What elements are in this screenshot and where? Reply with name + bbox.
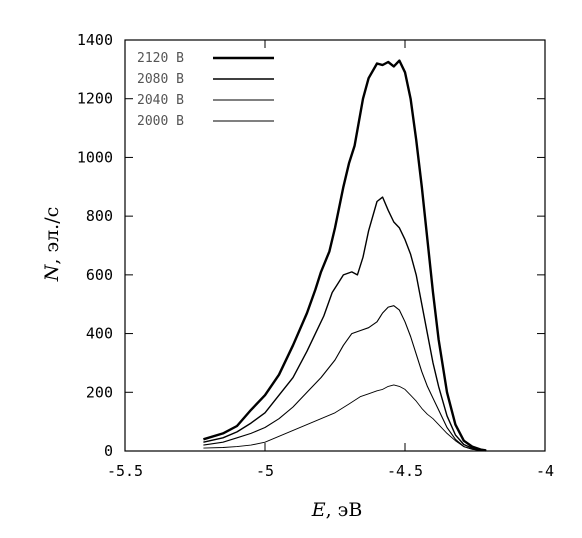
y-tick-label: 400 <box>86 325 113 343</box>
axis-ticks <box>124 39 546 452</box>
legend: 2120 В 2080 В 2040 В 2000 В <box>137 51 274 129</box>
legend-label: 2120 В <box>137 51 184 66</box>
legend-label: 2000 В <box>137 114 184 129</box>
y-axis-variable: N <box>41 263 63 282</box>
y-axis-title: N, эл./с <box>41 207 63 283</box>
y-tick-label: 600 <box>86 266 113 284</box>
x-tick-label: -4 <box>536 462 554 480</box>
series-lines <box>203 59 487 452</box>
y-tick-label: 800 <box>86 207 113 225</box>
x-tick-label: -4.5 <box>387 462 423 480</box>
series-line-3 <box>203 384 487 452</box>
x-axis-variable: E <box>311 499 326 521</box>
x-tick-label: -5 <box>256 462 274 480</box>
legend-label: 2080 В <box>137 72 184 87</box>
x-tick-label: -5.5 <box>107 462 143 480</box>
y-axis-unit: , эл./с <box>41 207 63 265</box>
x-axis-unit: , эВ <box>326 499 363 521</box>
legend-label: 2040 В <box>137 93 184 108</box>
series-line-0 <box>203 59 487 452</box>
plot-frame <box>124 39 546 452</box>
y-tick-label: 1000 <box>77 148 113 166</box>
axis-tick-labels: -5.5 -5 -4.5 -4 0 200 400 600 800 1000 1200 1400 <box>77 31 554 480</box>
series-line-1 <box>203 196 487 452</box>
y-tick-label: 0 <box>104 442 113 460</box>
y-tick-label: 1400 <box>77 31 113 49</box>
series-line-2 <box>203 305 487 452</box>
plot-border <box>124 39 546 452</box>
x-axis-title: E, эВ <box>311 499 363 521</box>
y-tick-label: 200 <box>86 383 113 401</box>
y-tick-label: 1200 <box>77 90 113 108</box>
